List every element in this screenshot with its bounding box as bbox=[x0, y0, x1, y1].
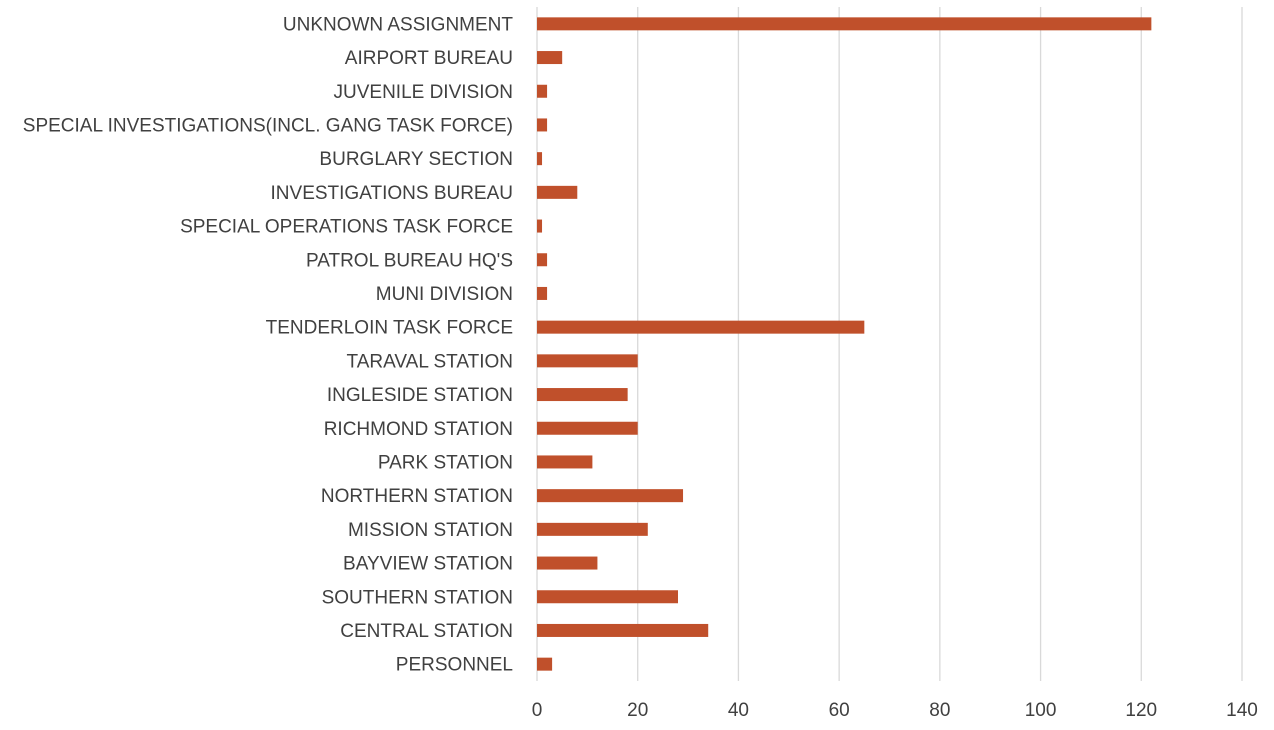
category-label: TENDERLOIN TASK FORCE bbox=[266, 318, 513, 339]
bar bbox=[537, 84, 548, 98]
bar bbox=[537, 455, 593, 469]
category-label: RICHMOND STATION bbox=[324, 419, 513, 440]
category-label: SPECIAL INVESTIGATIONS(INCL. GANG TASK F… bbox=[23, 115, 513, 136]
bar bbox=[537, 388, 628, 402]
bar bbox=[537, 354, 638, 368]
bar bbox=[537, 320, 865, 334]
x-tick-label: 100 bbox=[1025, 700, 1057, 721]
bar bbox=[537, 556, 598, 570]
category-labels: UNKNOWN ASSIGNMENT AIRPORT BUREAU JUVENILE… bbox=[23, 14, 514, 675]
bar bbox=[537, 489, 684, 503]
category-label: INGLESIDE STATION bbox=[327, 385, 513, 406]
category-label: BAYVIEW STATION bbox=[343, 554, 513, 575]
bar bbox=[537, 51, 563, 65]
category-label: PATROL BUREAU HQ'S bbox=[306, 250, 513, 271]
bar bbox=[537, 118, 548, 132]
x-tick-label: 0 bbox=[532, 700, 543, 721]
bar bbox=[537, 17, 1152, 31]
category-label: SPECIAL OPERATIONS TASK FORCE bbox=[180, 217, 513, 238]
category-label: PERSONNEL bbox=[396, 655, 513, 676]
category-label: JUVENILE DIVISION bbox=[334, 82, 514, 103]
bar bbox=[537, 623, 709, 637]
bar bbox=[537, 185, 578, 199]
x-tick-label: 120 bbox=[1125, 700, 1157, 721]
bar bbox=[537, 522, 648, 536]
category-label: SOUTHERN STATION bbox=[322, 587, 513, 608]
category-label: BURGLARY SECTION bbox=[319, 149, 513, 170]
gridlines bbox=[536, 7, 1243, 681]
category-label: MISSION STATION bbox=[348, 520, 513, 541]
bar bbox=[537, 590, 678, 604]
category-label: AIRPORT BUREAU bbox=[345, 48, 513, 69]
x-tick-label: 60 bbox=[829, 700, 850, 721]
bar bbox=[537, 152, 543, 166]
x-tick-label: 40 bbox=[728, 700, 749, 721]
bar bbox=[537, 286, 548, 300]
category-label: INVESTIGATIONS BUREAU bbox=[271, 183, 513, 204]
x-tick-label: 20 bbox=[627, 700, 648, 721]
bars bbox=[537, 17, 1152, 671]
bar bbox=[537, 253, 548, 267]
x-tick-label: 80 bbox=[929, 700, 950, 721]
category-label: PARK STATION bbox=[378, 452, 513, 473]
category-label: TARAVAL STATION bbox=[347, 351, 513, 372]
bar bbox=[537, 219, 543, 233]
bar bbox=[537, 421, 638, 435]
x-tick-label: 140 bbox=[1226, 700, 1258, 721]
category-label: MUNI DIVISION bbox=[376, 284, 513, 305]
x-axis-tick-labels: 0 20 40 60 80 100 120 140 bbox=[532, 700, 1258, 721]
category-label: NORTHERN STATION bbox=[321, 486, 513, 507]
category-label: UNKNOWN ASSIGNMENT bbox=[283, 14, 514, 35]
bar bbox=[537, 657, 553, 671]
category-label: CENTRAL STATION bbox=[340, 621, 513, 642]
